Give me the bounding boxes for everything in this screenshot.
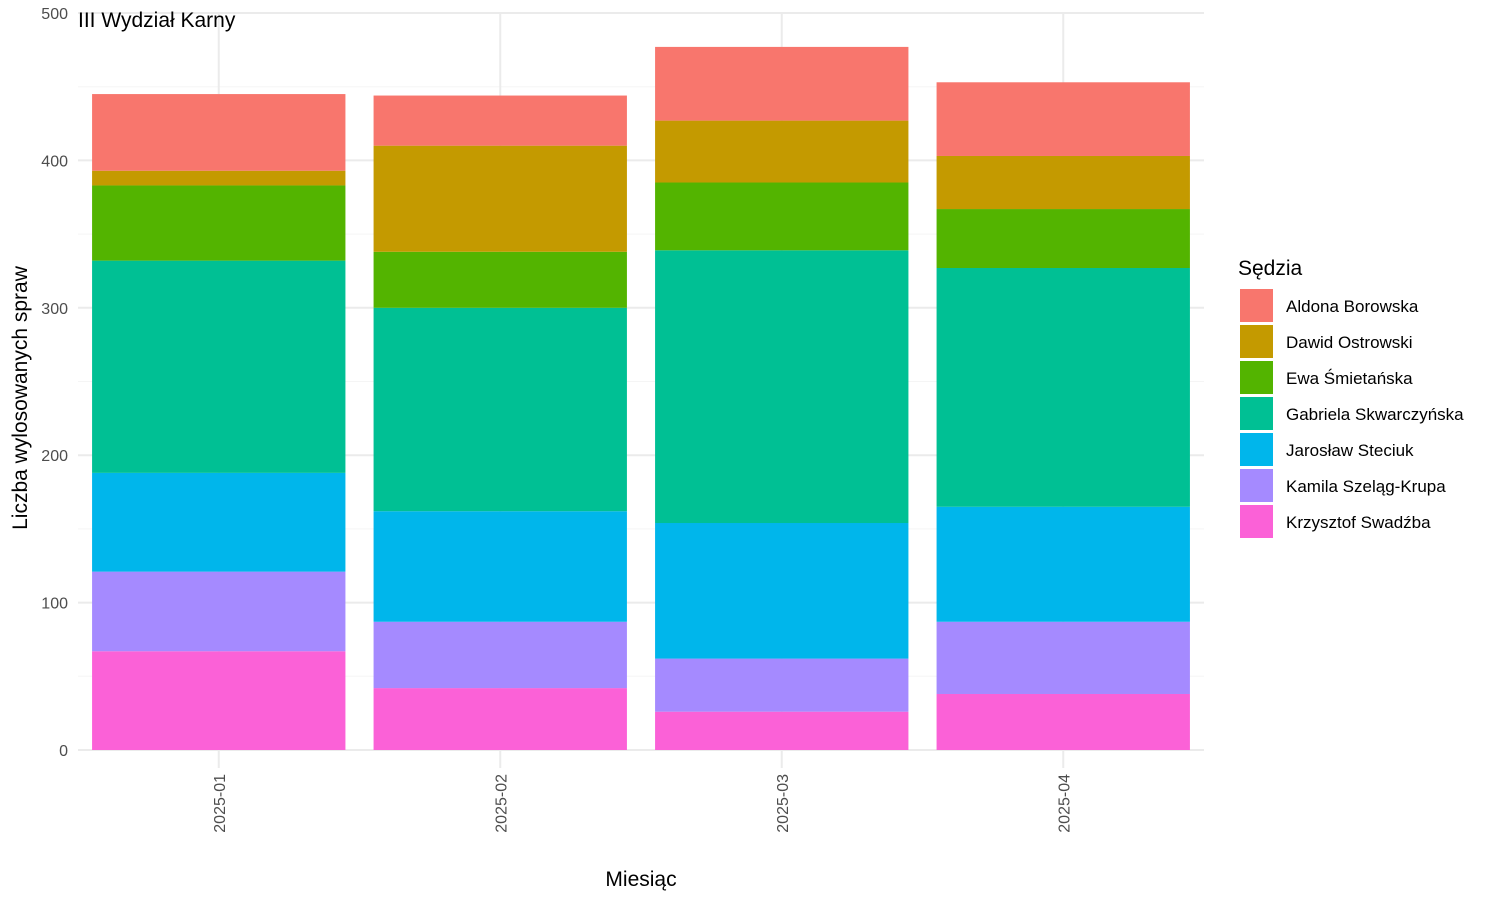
- x-axis-title: Miesiąc: [605, 868, 676, 891]
- bar-segment: [373, 688, 627, 750]
- bar-segment: [936, 155, 1190, 210]
- legend-swatch: [1240, 433, 1273, 466]
- chart-title: III Wydział Karny: [78, 9, 236, 32]
- bar-segment: [373, 307, 627, 512]
- y-axis-ticks: 0 100 200 300 400 500: [41, 6, 68, 760]
- legend-title: Sędzia: [1238, 257, 1303, 280]
- bar-segment: [655, 120, 909, 183]
- legend: Aldona Borowska Dawid Ostrowski Ewa Śmieta…: [1240, 289, 1464, 538]
- bar-segment: [936, 268, 1190, 507]
- bar-segment: [92, 94, 346, 171]
- bar-segment: [373, 621, 627, 689]
- x-axis-ticks: 2025-01 2025-02 2025-03 2025-04: [212, 774, 1074, 833]
- y-tick-label: 400: [41, 153, 68, 170]
- y-tick-label: 200: [41, 448, 68, 465]
- y-tick-label: 100: [41, 596, 68, 613]
- bar-segment: [92, 260, 346, 473]
- bar-segment: [936, 209, 1190, 269]
- bar-segment: [936, 621, 1190, 694]
- bars: [92, 46, 1190, 750]
- bar-segment: [92, 185, 346, 261]
- bar-segment: [655, 46, 909, 121]
- x-tick-label: 2025-02: [493, 774, 510, 833]
- bar-segment: [373, 251, 627, 308]
- legend-label: Dawid Ostrowski: [1286, 333, 1413, 352]
- legend-label: Kamila Szeląg-Krupa: [1286, 477, 1446, 496]
- legend-swatch: [1240, 505, 1273, 538]
- bar-segment: [373, 145, 627, 252]
- legend-label: Jarosław Steciuk: [1286, 441, 1414, 460]
- legend-swatch: [1240, 325, 1273, 358]
- bar-segment: [655, 711, 909, 750]
- y-tick-label: 500: [41, 6, 68, 23]
- bar-segment: [936, 82, 1190, 156]
- x-tick-label: 2025-03: [775, 774, 792, 833]
- legend-label: Ewa Śmietańska: [1286, 369, 1413, 388]
- legend-swatch: [1240, 361, 1273, 394]
- bar-segment: [655, 182, 909, 251]
- bar-segment: [373, 511, 627, 622]
- bar-segment: [655, 250, 909, 524]
- bar-segment: [655, 523, 909, 659]
- bar-segment: [936, 506, 1190, 622]
- x-tick-label: 2025-01: [212, 774, 229, 833]
- x-tick-label: 2025-04: [1056, 774, 1073, 833]
- legend-label: Gabriela Skwarczyńska: [1286, 405, 1464, 424]
- legend-swatch: [1240, 289, 1273, 322]
- legend-swatch: [1240, 397, 1273, 430]
- bar-segment: [92, 651, 346, 750]
- bar-segment: [655, 658, 909, 712]
- y-axis-title: Liczba wylosowanych spraw: [9, 265, 32, 530]
- legend-swatch: [1240, 469, 1273, 502]
- legend-label: Aldona Borowska: [1286, 297, 1419, 316]
- bar-segment: [92, 170, 346, 186]
- y-tick-label: 0: [59, 743, 68, 760]
- bar-segment: [373, 95, 627, 146]
- bar-segment: [92, 571, 346, 652]
- legend-label: Krzysztof Swadźba: [1286, 513, 1431, 532]
- y-tick-label: 300: [41, 301, 68, 318]
- bar-segment: [936, 693, 1190, 750]
- bar-segment: [92, 472, 346, 572]
